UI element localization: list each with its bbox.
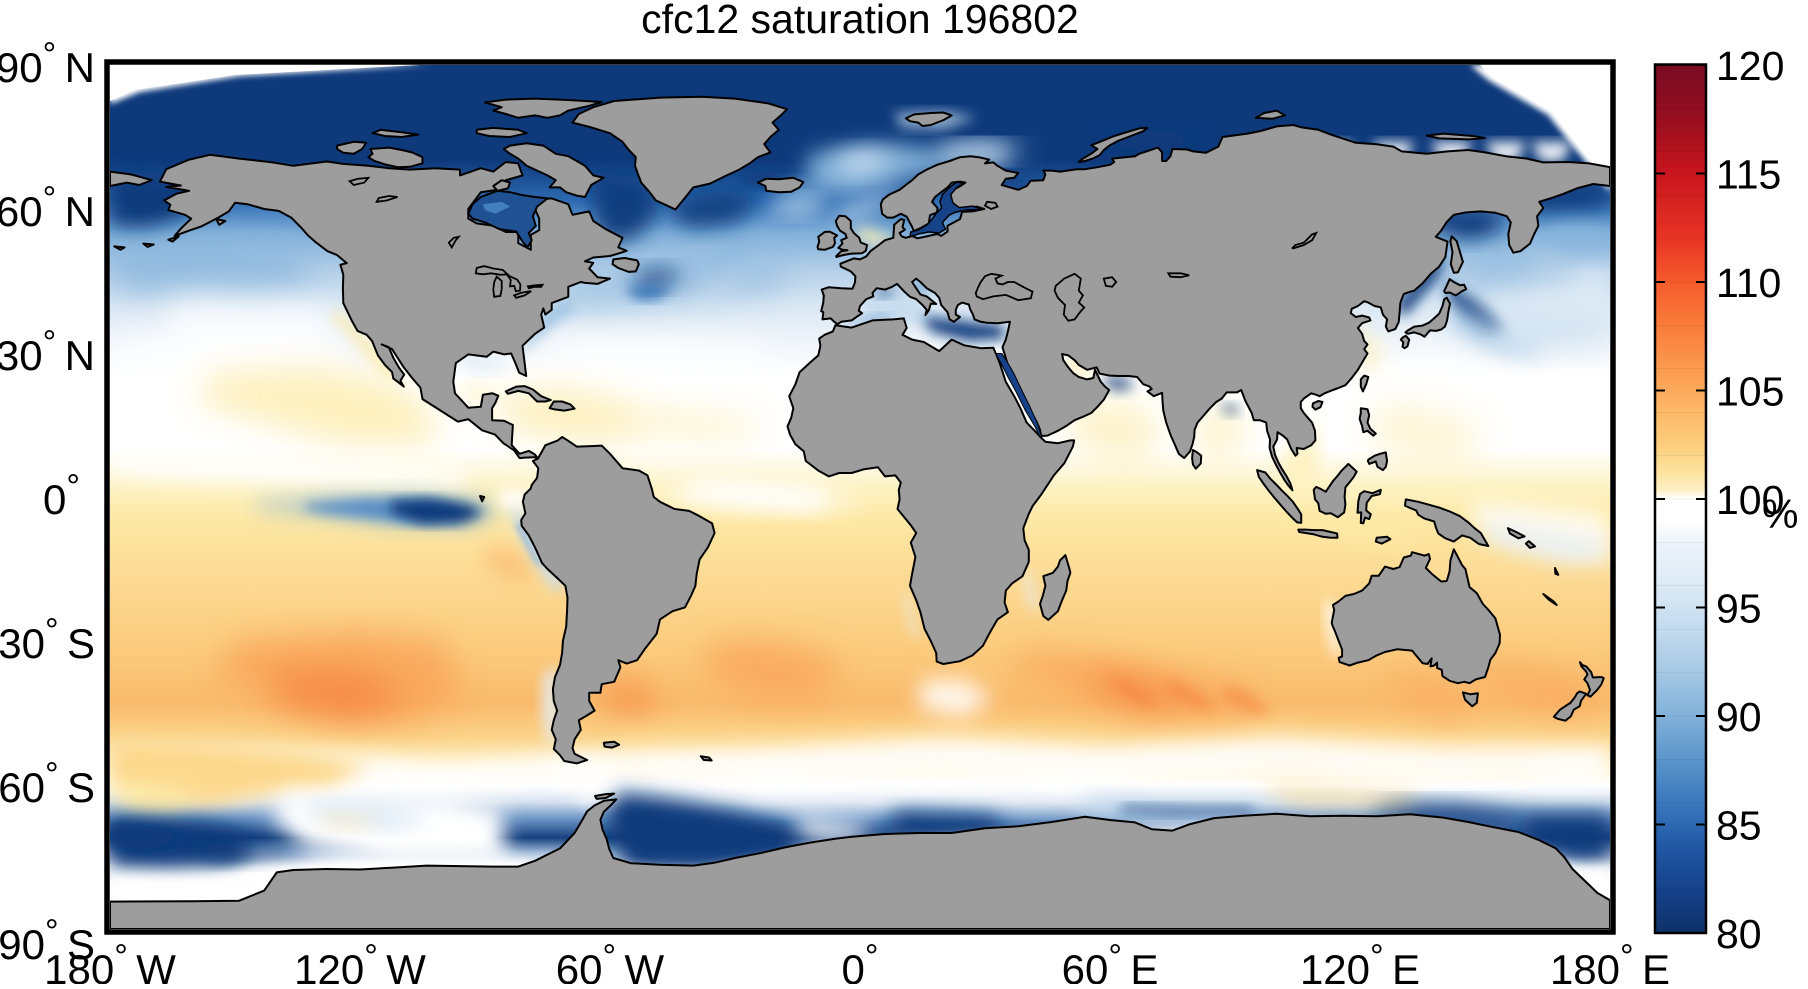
svg-text:90: 90 [1716, 694, 1762, 740]
svg-text:90° N: 90° N [0, 36, 95, 91]
svg-text:cfc12 saturation 196802: cfc12 saturation 196802 [641, 0, 1079, 42]
svg-text:80: 80 [1716, 911, 1762, 957]
svg-text:180° E: 180° E [1550, 938, 1670, 984]
svg-text:180° W: 180° W [44, 938, 176, 984]
svg-text:115: 115 [1716, 152, 1781, 198]
svg-text:120° W: 120° W [294, 938, 426, 984]
svg-text:%: % [1762, 491, 1798, 537]
svg-text:100: 100 [1716, 477, 1784, 523]
svg-text:110: 110 [1716, 260, 1781, 306]
svg-text:120° E: 120° E [1300, 938, 1420, 984]
svg-text:95: 95 [1716, 586, 1762, 632]
svg-text:105: 105 [1716, 369, 1784, 415]
svg-text:85: 85 [1716, 803, 1762, 849]
svg-text:120: 120 [1716, 43, 1784, 89]
